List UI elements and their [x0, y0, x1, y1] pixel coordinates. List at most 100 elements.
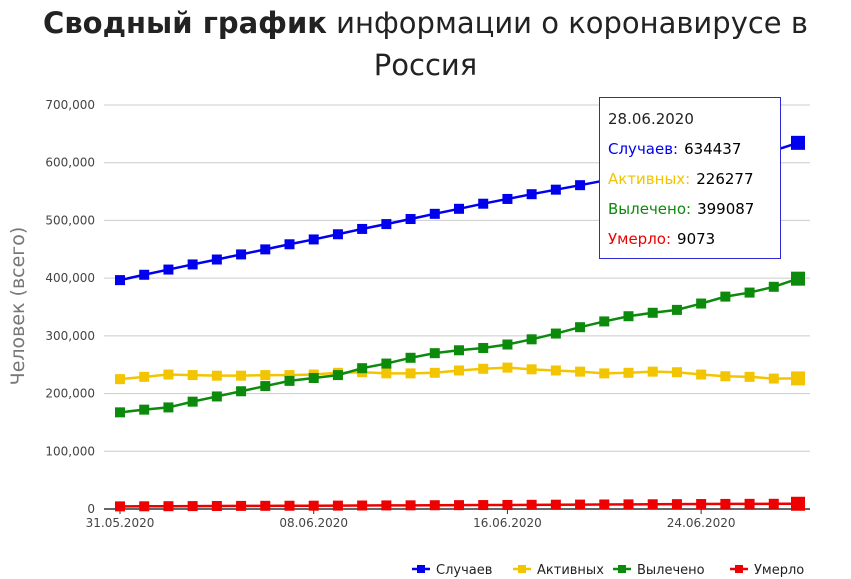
data-point[interactable]: [308, 372, 319, 383]
data-point[interactable]: [671, 367, 682, 378]
data-point[interactable]: [478, 363, 489, 374]
data-point[interactable]: [550, 328, 561, 339]
data-point[interactable]: [357, 363, 368, 374]
data-point[interactable]: [284, 375, 295, 386]
data-point[interactable]: [405, 352, 416, 363]
data-point[interactable]: [284, 239, 295, 250]
data-point[interactable]: [647, 366, 658, 377]
data-point[interactable]: [478, 500, 489, 511]
data-point[interactable]: [381, 500, 392, 511]
data-point[interactable]: [211, 254, 222, 265]
data-point[interactable]: [623, 311, 634, 322]
data-point[interactable]: [115, 407, 125, 418]
data-point[interactable]: [575, 366, 586, 377]
data-point[interactable]: [599, 368, 610, 379]
data-point[interactable]: [187, 259, 198, 270]
data-point[interactable]: [187, 501, 198, 512]
data-point[interactable]: [260, 381, 271, 392]
data-point[interactable]: [720, 498, 731, 509]
data-point[interactable]: [139, 404, 150, 415]
data-point[interactable]: [429, 348, 440, 359]
data-point[interactable]: [332, 500, 343, 511]
data-point[interactable]: [236, 500, 247, 511]
data-point[interactable]: [647, 307, 658, 318]
data-point[interactable]: [187, 396, 198, 407]
data-point[interactable]: [381, 358, 392, 369]
data-point[interactable]: [284, 500, 295, 511]
data-point[interactable]: [768, 373, 779, 384]
data-point[interactable]: [163, 369, 174, 380]
data-point[interactable]: [357, 500, 368, 511]
data-point[interactable]: [284, 370, 295, 381]
legend-label[interactable]: Умерло: [754, 563, 804, 578]
data-point[interactable]: [163, 501, 174, 512]
data-point[interactable]: [381, 219, 392, 230]
data-point[interactable]: [791, 496, 805, 511]
data-point[interactable]: [599, 499, 610, 510]
data-point[interactable]: [332, 370, 343, 381]
data-point[interactable]: [405, 214, 416, 225]
data-point[interactable]: [696, 298, 707, 309]
data-point[interactable]: [526, 334, 537, 345]
data-point[interactable]: [550, 184, 561, 195]
data-point[interactable]: [211, 370, 222, 381]
data-point[interactable]: [115, 374, 125, 385]
data-point[interactable]: [332, 229, 343, 240]
data-point[interactable]: [502, 499, 513, 510]
data-point[interactable]: [429, 208, 440, 219]
data-point[interactable]: [647, 499, 658, 510]
data-point[interactable]: [550, 499, 561, 510]
data-point[interactable]: [454, 345, 464, 356]
data-point[interactable]: [211, 500, 222, 511]
data-point[interactable]: [791, 371, 805, 386]
data-point[interactable]: [791, 271, 805, 286]
data-point[interactable]: [454, 203, 464, 214]
data-point[interactable]: [623, 367, 634, 378]
data-point[interactable]: [187, 370, 198, 381]
data-point[interactable]: [502, 339, 513, 350]
data-point[interactable]: [526, 189, 537, 200]
data-point[interactable]: [720, 371, 731, 382]
data-point[interactable]: [454, 365, 464, 376]
data-point[interactable]: [139, 371, 150, 382]
data-point[interactable]: [791, 135, 805, 150]
data-point[interactable]: [115, 501, 125, 512]
data-point[interactable]: [744, 371, 755, 382]
data-point[interactable]: [478, 342, 489, 353]
data-point[interactable]: [575, 180, 586, 191]
data-point[interactable]: [357, 223, 368, 234]
data-point[interactable]: [744, 498, 755, 509]
data-point[interactable]: [502, 362, 513, 373]
data-point[interactable]: [405, 368, 416, 379]
data-point[interactable]: [260, 500, 271, 511]
data-point[interactable]: [308, 500, 319, 511]
data-point[interactable]: [575, 322, 586, 333]
data-point[interactable]: [720, 291, 731, 302]
data-point[interactable]: [236, 249, 247, 260]
data-point[interactable]: [696, 499, 707, 510]
data-point[interactable]: [115, 275, 125, 286]
data-point[interactable]: [526, 364, 537, 375]
data-point[interactable]: [454, 500, 464, 511]
data-point[interactable]: [429, 500, 440, 511]
data-point[interactable]: [405, 500, 416, 511]
data-point[interactable]: [139, 501, 150, 512]
data-point[interactable]: [550, 365, 561, 376]
data-point[interactable]: [768, 498, 779, 509]
data-point[interactable]: [429, 367, 440, 378]
data-point[interactable]: [502, 193, 513, 204]
data-point[interactable]: [139, 269, 150, 280]
legend-label[interactable]: Вылечено: [637, 563, 705, 578]
data-point[interactable]: [260, 370, 271, 381]
data-point[interactable]: [744, 287, 755, 298]
data-point[interactable]: [671, 499, 682, 510]
data-point[interactable]: [599, 316, 610, 327]
data-point[interactable]: [308, 234, 319, 245]
data-point[interactable]: [671, 304, 682, 315]
data-point[interactable]: [478, 198, 489, 209]
data-point[interactable]: [236, 370, 247, 381]
data-point[interactable]: [526, 499, 537, 510]
data-point[interactable]: [163, 402, 174, 413]
data-point[interactable]: [575, 499, 586, 510]
data-point[interactable]: [236, 386, 247, 397]
